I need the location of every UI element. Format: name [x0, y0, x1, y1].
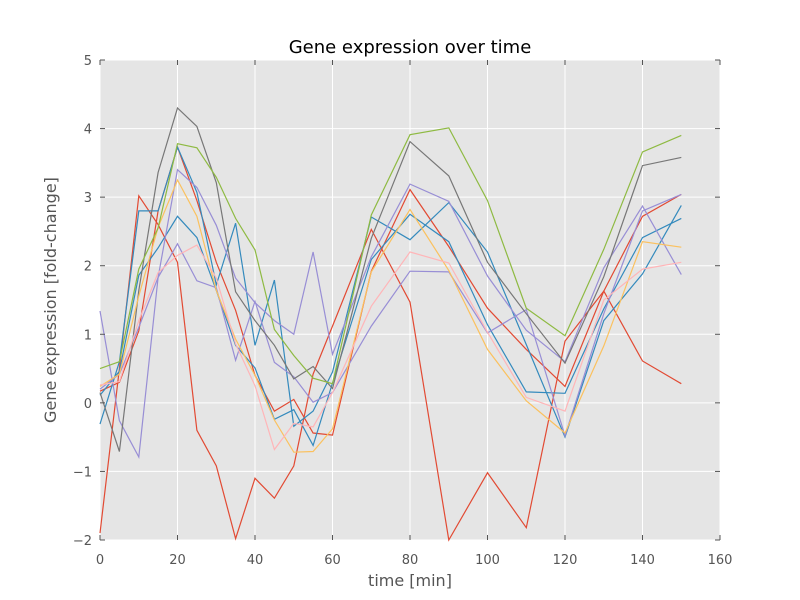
y-tick-label: 2 — [84, 260, 92, 275]
x-tick-label: 100 — [475, 553, 500, 568]
chart-title: Gene expression over time — [289, 37, 532, 58]
series-lines — [99, 106, 682, 542]
series-line-9 — [99, 127, 682, 385]
y-tick-label: −2 — [73, 534, 92, 549]
y-axis-title: Gene expression [fold-change] — [41, 177, 60, 423]
x-tick-label: 0 — [96, 553, 104, 568]
series-line-4 — [99, 213, 682, 447]
series-line-5 — [99, 168, 682, 459]
x-axis-title: time [min] — [368, 571, 452, 590]
series-line-1 — [99, 194, 682, 542]
y-tick-label: 3 — [84, 191, 92, 206]
series-line-7 — [99, 106, 682, 452]
y-tick-label: −1 — [73, 465, 92, 480]
x-tick-label: 80 — [402, 553, 419, 568]
series-line-3 — [99, 145, 682, 439]
x-tick-label: 60 — [324, 553, 341, 568]
series-line-10 — [99, 244, 682, 451]
y-tick-label: 0 — [84, 397, 92, 412]
y-tick-label: 1 — [84, 328, 92, 343]
x-tick-label: 40 — [247, 553, 264, 568]
axis-ticks: 0 20 40 60 80 100 120 140 160 −2 −1 0 1 2 3 4 5 — [73, 54, 733, 568]
x-tick-label: 120 — [553, 553, 578, 568]
y-tick-label: 4 — [84, 123, 92, 138]
x-tick-label: 20 — [169, 553, 186, 568]
x-tick-label: 140 — [630, 553, 655, 568]
x-tick-label: 160 — [708, 553, 733, 568]
series-line-6 — [99, 193, 682, 438]
y-tick-label: 5 — [84, 54, 92, 69]
series-line-8 — [99, 178, 682, 453]
